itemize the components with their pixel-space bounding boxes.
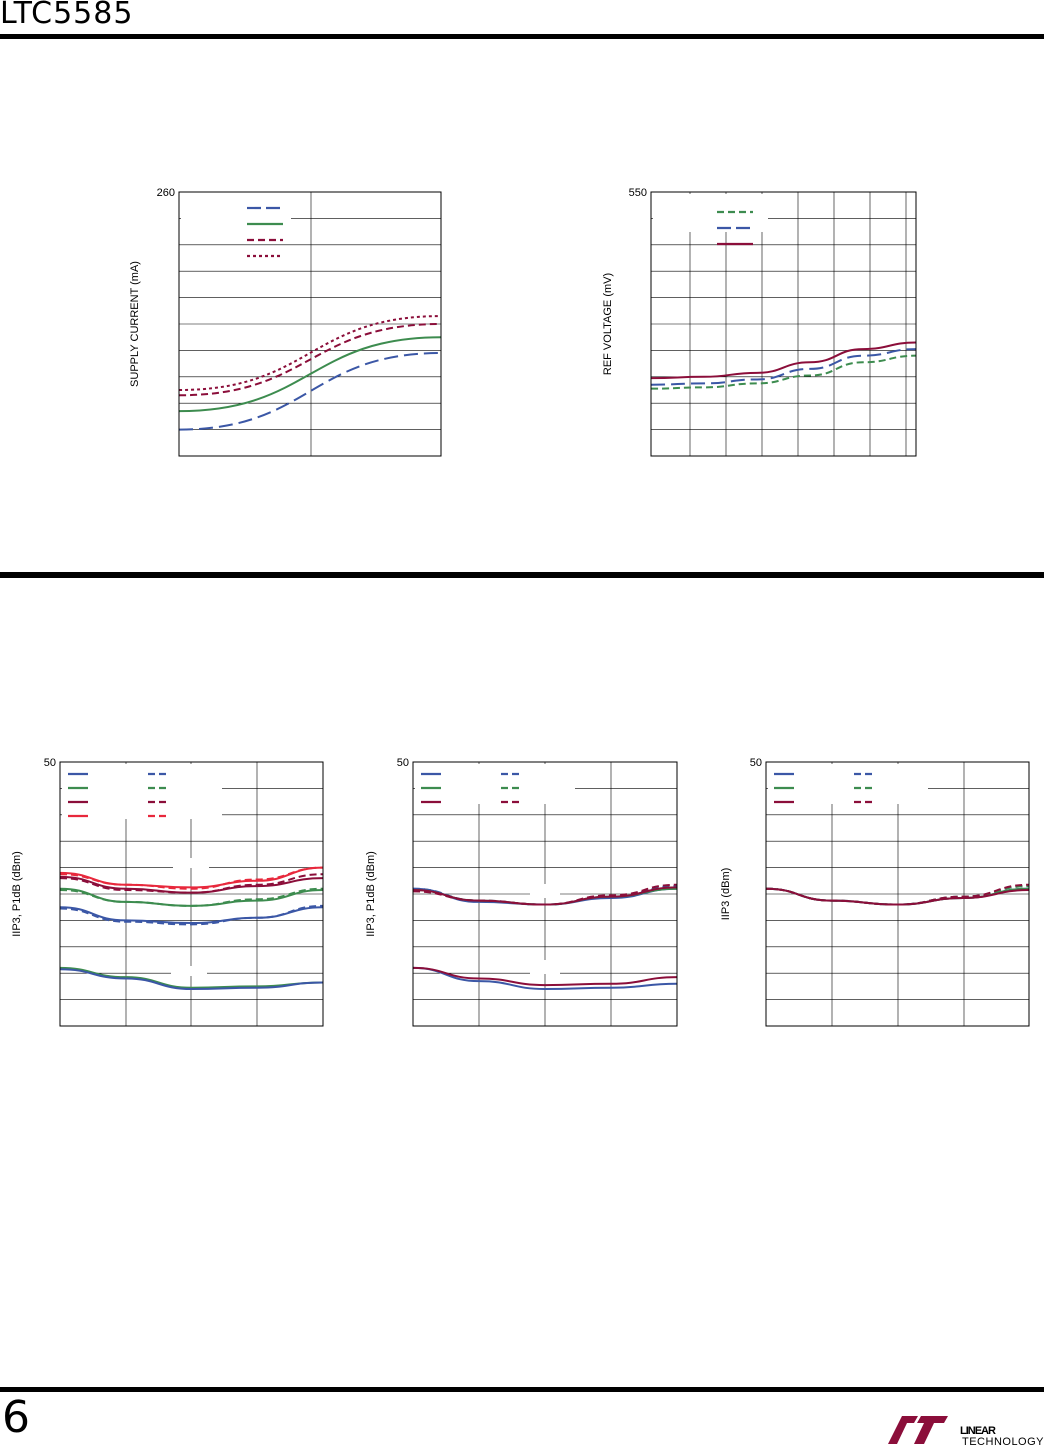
legend-box [415,764,575,804]
y-tick-label: 550 [629,187,647,199]
series-line-5 [765,887,1030,906]
series-line-3 [650,341,917,380]
plot-frame [59,761,324,1027]
legend [415,764,575,804]
plot-frame [765,761,1030,1027]
section-rule [0,572,1044,578]
plot-frame [412,761,678,1027]
legend [181,194,291,258]
iip3-p1db-chart-a: 50 IIP3, P1dB (dBm) [11,757,324,1027]
legend-box [181,194,291,244]
series-line-7 [412,966,678,991]
series-line-10 [59,968,324,991]
series-line-2 [178,336,442,413]
bottom-rule [0,1387,1044,1392]
plot-frame [178,191,442,457]
linear-technology-logo: LINEAR TECHNOLOGY [888,1416,1044,1447]
annotation-gap [171,966,207,976]
y-axis-label: REF VOLTAGE (mV) [602,273,614,375]
y-tick-label: 50 [397,757,409,769]
series-line-8 [412,966,678,987]
series-line-4 [178,315,442,391]
ref-voltage-chart: 550 REF VOLTAGE (mV) [602,187,917,457]
svg-text:TECHNOLOGY: TECHNOLOGY [962,1436,1044,1447]
iip3-p1db-chart-b: 50 IIP3, P1dB (dBm) [365,757,678,1027]
y-axis-label: IIP3, P1dB (dBm) [365,851,377,937]
top-rule [0,34,1044,39]
legend [768,764,928,804]
series-line-5 [59,875,324,894]
series-line-4 [59,887,324,907]
iip3-chart-c: 50 IIP3 (dBm) [720,757,1030,1027]
legend-box [62,764,222,819]
series-line-2 [650,348,917,386]
y-tick-label: 50 [750,757,762,769]
series-line-8 [59,866,324,890]
series-line-1 [650,354,917,390]
series-line-6 [765,883,1030,906]
y-axis-label: IIP3, P1dB (dBm) [11,851,23,937]
y-axis-label: SUPPLY CURRENT (mA) [129,261,141,387]
part-number: LTC5585 [0,0,134,31]
legend [62,764,222,819]
series-line-1 [178,352,442,431]
annotation-gap [530,884,560,898]
series-line-2 [59,904,324,926]
grid [651,192,916,456]
y-axis-label: IIP3 (dBm) [720,868,732,921]
plot-frame [650,191,917,457]
grid [179,192,441,456]
svg-text:LINEAR: LINEAR [960,1425,996,1437]
legend-box [653,194,768,232]
y-tick-label: 260 [157,187,175,199]
series-line-3 [178,323,442,397]
annotation-gap [530,960,560,974]
page-number: 6 [2,1392,30,1443]
legend [653,194,768,246]
series-line-3 [59,887,324,907]
series-line-6 [412,883,678,906]
series-line-6 [59,873,324,894]
annotation-gap [173,858,209,868]
supply-current-chart: 260 SUPPLY CURRENT (mA) [129,187,442,457]
y-tick-label: 50 [44,757,56,769]
legend-box [768,764,928,804]
